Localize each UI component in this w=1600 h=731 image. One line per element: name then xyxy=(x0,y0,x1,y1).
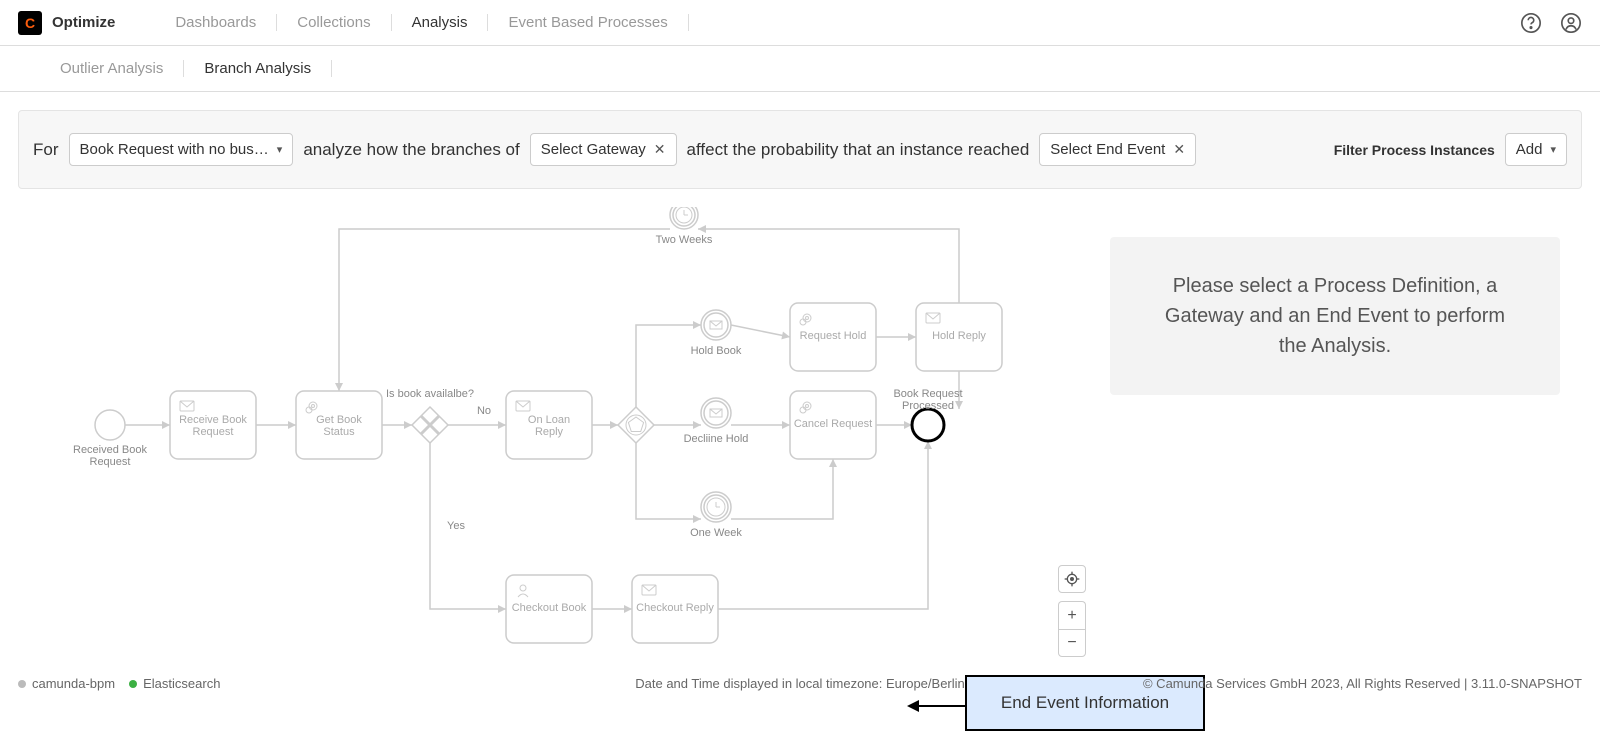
svg-text:No: No xyxy=(477,405,491,417)
bpmn-diagram: Received BookRequestReceive BookRequestG… xyxy=(70,207,1070,687)
endevent-select-value: Select End Event xyxy=(1050,141,1165,158)
label-for: For xyxy=(33,140,59,160)
timezone-info: Date and Time displayed in local timezon… xyxy=(635,676,965,691)
crosshair-icon xyxy=(1064,571,1080,587)
chevron-down-icon: ▾ xyxy=(1550,143,1556,156)
svg-text:Decliine Hold: Decliine Hold xyxy=(684,433,749,445)
svg-text:Book Request: Book Request xyxy=(893,388,962,400)
subnav-outlier[interactable]: Outlier Analysis xyxy=(40,60,184,77)
filter-bar: For Book Request with no bus… ▾ analyze … xyxy=(18,110,1582,189)
copyright: © Camunda Services GmbH 2023, All Rights… xyxy=(1143,676,1582,691)
add-filter-button[interactable]: Add ▾ xyxy=(1505,133,1567,166)
filter-instances-label: Filter Process Instances xyxy=(1334,142,1495,158)
reset-zoom-button[interactable] xyxy=(1058,565,1086,593)
svg-text:Hold Book: Hold Book xyxy=(691,345,742,357)
side-panel: Please select a Process Definition, a Ga… xyxy=(1100,207,1600,697)
svg-text:Request: Request xyxy=(90,456,131,468)
endevent-select[interactable]: Select End Event ✕ xyxy=(1039,133,1196,166)
user-icon[interactable] xyxy=(1560,12,1582,34)
process-select-value: Book Request with no bus… xyxy=(80,141,269,158)
diagram-area[interactable]: Received BookRequestReceive BookRequestG… xyxy=(0,207,1100,697)
app-name: Optimize xyxy=(52,14,115,31)
svg-text:Checkout Book: Checkout Book xyxy=(512,602,587,614)
label-affect: affect the probability that an instance … xyxy=(687,140,1030,160)
gateway-select[interactable]: Select Gateway ✕ xyxy=(530,133,677,166)
svg-text:Cancel Request: Cancel Request xyxy=(794,418,872,430)
subnav-branch[interactable]: Branch Analysis xyxy=(184,60,332,77)
svg-text:Request Hold: Request Hold xyxy=(800,330,867,342)
svg-text:Processed: Processed xyxy=(902,400,954,412)
help-icon[interactable] xyxy=(1520,12,1542,34)
zoom-in-button[interactable]: + xyxy=(1058,601,1086,629)
close-icon[interactable]: ✕ xyxy=(654,141,666,158)
sub-nav: Outlier Analysis Branch Analysis xyxy=(0,46,1600,92)
footer: camunda-bpm Elasticsearch Date and Time … xyxy=(0,666,1600,700)
svg-text:One Week: One Week xyxy=(690,527,742,539)
svg-text:Received Book: Received Book xyxy=(73,444,147,456)
nav-analysis[interactable]: Analysis xyxy=(392,14,489,31)
engine-status: camunda-bpm xyxy=(18,676,115,691)
svg-text:Yes: Yes xyxy=(447,520,465,532)
svg-text:Hold Reply: Hold Reply xyxy=(932,330,986,342)
elasticsearch-status: Elasticsearch xyxy=(129,676,220,691)
add-filter-label: Add xyxy=(1516,141,1543,158)
zoom-out-button[interactable]: − xyxy=(1058,629,1086,657)
process-select[interactable]: Book Request with no bus… ▾ xyxy=(69,133,294,166)
svg-text:Two Weeks: Two Weeks xyxy=(656,234,713,246)
gateway-select-value: Select Gateway xyxy=(541,141,646,158)
nav-event-processes[interactable]: Event Based Processes xyxy=(488,14,688,31)
instruction-message: Please select a Process Definition, a Ga… xyxy=(1110,237,1560,395)
svg-text:Checkout Reply: Checkout Reply xyxy=(636,602,714,614)
nav-dashboards[interactable]: Dashboards xyxy=(155,14,277,31)
label-analyze: analyze how the branches of xyxy=(303,140,519,160)
close-icon[interactable]: ✕ xyxy=(1173,141,1185,158)
app-logo: C xyxy=(18,11,42,35)
main-area: Received BookRequestReceive BookRequestG… xyxy=(0,207,1600,697)
svg-text:Is book availalbe?: Is book availalbe? xyxy=(386,388,474,400)
chevron-down-icon: ▾ xyxy=(277,143,283,156)
nav-collections[interactable]: Collections xyxy=(277,14,391,31)
arrow-icon xyxy=(907,699,967,713)
top-nav: C Optimize Dashboards Collections Analys… xyxy=(0,0,1600,46)
zoom-controls: + − xyxy=(1058,565,1086,657)
